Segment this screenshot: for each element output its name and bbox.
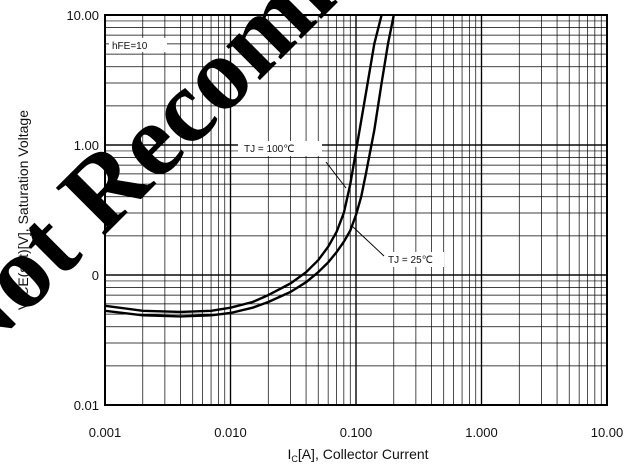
x-tick-labels: 0.001 0.010 0.100 1.000 10.00	[89, 425, 624, 440]
y-tick-label: 0.01	[74, 398, 99, 413]
x-tick-label: 0.001	[89, 425, 122, 440]
hfe-label-text: hFE=10	[112, 41, 148, 52]
x-tick-label: 1.000	[465, 425, 498, 440]
x-axis-title: IC[A], Collector Current	[287, 446, 428, 464]
x-tick-label: 0.100	[340, 425, 373, 440]
x-tick-label: 10.00	[591, 425, 624, 440]
hfe-label: hFE=10	[109, 38, 167, 52]
tj100-label-text: TJ = 100℃	[244, 144, 294, 155]
y-tick-label: 10.00	[66, 8, 99, 23]
tj25-label-text: TJ = 25℃	[388, 255, 433, 266]
x-tick-label: 0.010	[214, 425, 247, 440]
